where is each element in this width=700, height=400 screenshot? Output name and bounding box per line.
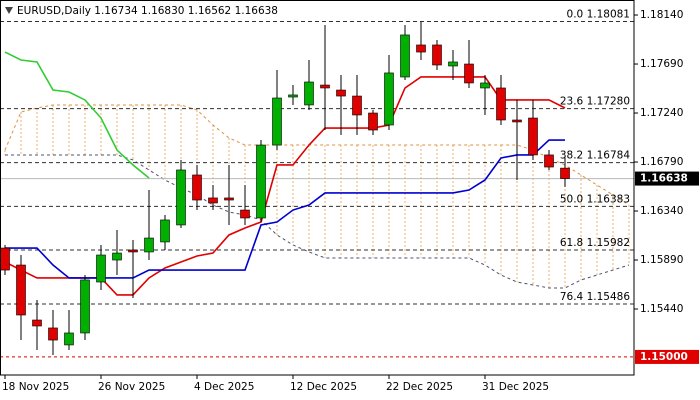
y-tick-label: 1.15890 [640,254,683,266]
y-tick-label: 1.17690 [640,58,683,70]
candle-body [224,197,234,201]
plot-frame [0,0,635,376]
candle-body [288,94,298,98]
level-label: 50.0 1.16383 [560,193,630,205]
candle-body [272,97,282,146]
candle-body [448,61,458,67]
x-tick-label: 31 Dec 2025 [482,381,549,393]
candle-body [128,249,138,253]
candle-body [64,332,74,346]
candle-body [304,81,314,106]
indicator-line [4,51,150,179]
candle-body [400,34,410,78]
candle-body [112,252,122,261]
candle-body [256,144,266,219]
candle-body [544,154,554,168]
level-label: 61.8 1.15982 [560,237,630,249]
price-line-label: 1.16638 [640,173,688,185]
candle-body [32,319,42,327]
x-tick-label: 22 Dec 2025 [386,381,453,393]
x-tick-label: 12 Dec 2025 [290,381,357,393]
candle-body [176,169,186,226]
candle-body [48,327,58,341]
candle-body [96,254,106,283]
candle-body [560,167,570,179]
price-line-box [635,171,699,186]
y-tick-label: 1.16790 [640,156,683,168]
level-label: 38.2 1.16784 [560,150,630,162]
candle-body [496,87,506,121]
candle-body [80,279,90,334]
candle-body [464,63,474,84]
candle-body [528,117,538,156]
candle-body [16,264,26,316]
cloud-span [4,104,630,206]
x-tick-label: 18 Nov 2025 [2,381,69,393]
candle-body [0,247,10,271]
y-tick-label: 1.15440 [640,303,683,315]
candle-body [160,219,170,243]
candle-body [336,89,346,97]
symbol-icon [5,7,13,14]
candle-body [352,95,362,116]
y-tick-label: 1.18140 [640,9,683,21]
candle-body [368,112,378,131]
candle-body [512,119,522,123]
alert-line-label: 1.15000 [640,351,688,363]
candle-body [240,209,250,219]
y-tick-label: 1.16340 [640,205,683,217]
level-label: 0.0 1.18081 [567,8,630,20]
alert-line-box [635,349,699,364]
candle-body [480,82,490,89]
candle-body [192,174,202,201]
level-label: 76.4 1.15486 [560,291,630,303]
candle-body [320,84,330,89]
y-tick-label: 1.17240 [640,107,683,119]
levels-layer: 0.0 1.18081 23.6 1.17280 38.2 1.16784 50.0 … [0,8,634,358]
candle-body [208,197,218,204]
level-label: 23.6 1.17280 [560,96,630,108]
chart-title: EURUSD,Daily 1.16734 1.16830 1.16562 1.1… [17,5,278,17]
cloud-span [5,154,630,289]
candle-body [432,44,442,66]
candles-layer [0,21,570,355]
x-tick-label: 26 Nov 2025 [98,381,165,393]
candle-body [144,237,154,253]
candle-body [416,44,426,53]
candle-body [384,72,394,126]
x-tick-label: 4 Dec 2025 [194,381,254,393]
